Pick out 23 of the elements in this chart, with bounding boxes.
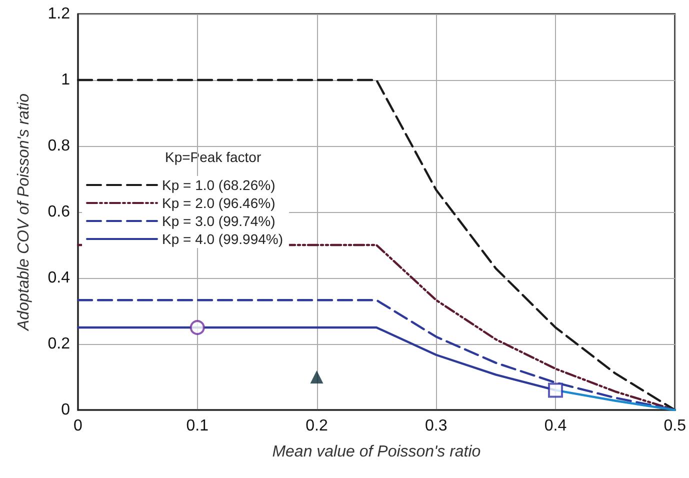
point bbox=[310, 370, 324, 384]
y-axis-title: Adoptable COV of Poisson's ratio bbox=[16, 93, 32, 332]
y-tick-label: 0.6 bbox=[48, 204, 70, 220]
y-tick-label: 0 bbox=[61, 402, 70, 418]
point bbox=[548, 382, 564, 398]
x-tick-label: 0.3 bbox=[425, 418, 448, 434]
y-tick-label: 1.2 bbox=[48, 6, 70, 22]
legend-label: Kp = 2.0 (96.46%) bbox=[162, 195, 276, 211]
legend-label: Kp = 4.0 (99.994%) bbox=[162, 231, 284, 247]
x-tick-label: 0.1 bbox=[186, 418, 209, 434]
point bbox=[190, 320, 205, 335]
y-tick-label: 0.2 bbox=[48, 336, 70, 352]
y-tick-label: 0.4 bbox=[48, 270, 70, 286]
legend-label: Kp = 3.0 (99.74%) bbox=[162, 213, 276, 229]
y-tick-label: 1 bbox=[61, 72, 70, 88]
x-axis-title: Mean value of Poisson's ratio bbox=[272, 444, 481, 460]
x-tick-label: 0 bbox=[74, 418, 83, 434]
legend-title: Kp=Peak factor bbox=[165, 149, 262, 165]
y-tick-label: 0.8 bbox=[48, 138, 70, 154]
x-tick-label: 0.2 bbox=[306, 418, 328, 434]
x-tick-label: 0.5 bbox=[664, 418, 686, 434]
x-tick-label: 0.4 bbox=[544, 418, 567, 434]
legend-label: Kp = 1.0 (68.26%) bbox=[162, 177, 276, 193]
